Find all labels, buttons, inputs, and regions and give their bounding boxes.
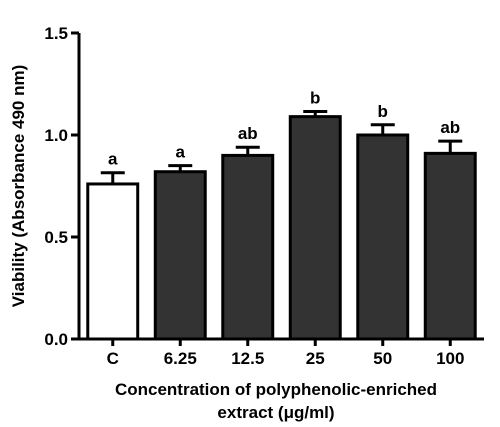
significance-label-2: ab [238, 124, 258, 143]
y-tick-labels-group: 0.0 0.5 1.0 1.5 [44, 24, 68, 349]
bar-0 [86, 182, 140, 341]
x-tick-label-4: 50 [373, 349, 392, 368]
bar-2 [221, 153, 275, 341]
bars-group [86, 115, 477, 341]
bar-5 [423, 151, 477, 341]
y-tick-label-0: 0.0 [44, 330, 68, 349]
significance-labels-group: a a ab b b ab [108, 89, 460, 169]
y-tick-label-1: 0.5 [44, 228, 68, 247]
y-axis-title: Viability (Absorbance 490 nm) [9, 65, 28, 307]
x-tick-label-2: 12.5 [231, 349, 264, 368]
y-axis [71, 31, 81, 341]
x-tick-labels-group: C 6.25 12.5 25 50 100 [107, 349, 465, 368]
error-bars-group [100, 110, 463, 184]
x-axis-title-line2: extract (μg/ml) [217, 403, 334, 422]
x-tick-label-1: 6.25 [164, 349, 197, 368]
significance-label-3: b [310, 89, 320, 108]
x-tick-label-3: 25 [306, 349, 325, 368]
significance-label-0: a [108, 150, 118, 169]
bar-3 [288, 115, 342, 341]
bar-1 [153, 170, 207, 341]
x-tick-label-0: C [107, 349, 119, 368]
significance-label-1: a [176, 143, 186, 162]
x-axis-title-line1: Concentration of polyphenolic-enriched [115, 380, 437, 399]
y-tick-label-3: 1.5 [44, 24, 68, 43]
y-tick-label-2: 1.0 [44, 126, 68, 145]
bar-4 [356, 133, 410, 341]
x-tick-label-5: 100 [436, 349, 464, 368]
significance-label-5: ab [440, 118, 460, 137]
significance-label-4: b [378, 102, 388, 121]
